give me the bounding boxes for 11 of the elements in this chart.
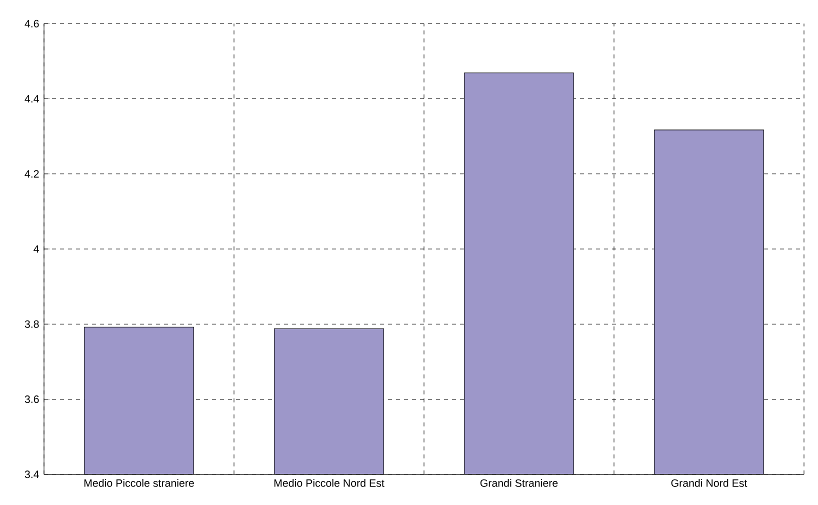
x-tick-label: Grandi Nord Est xyxy=(671,479,748,487)
y-tick-label: 4 xyxy=(34,245,39,253)
x-tick-label: Grandi Straniere xyxy=(480,479,558,487)
y-tick-label: 3.8 xyxy=(24,320,39,328)
x-tick-label: Medio Piccole straniere xyxy=(84,479,194,487)
y-tick-label: 3.6 xyxy=(24,395,39,403)
y-tick-label: 4.2 xyxy=(24,170,39,178)
y-tick-label: 4.4 xyxy=(24,95,39,102)
y-tick-label: 4.6 xyxy=(24,20,39,28)
y-tick-label: 3.4 xyxy=(24,470,39,478)
x-tick-label: Medio Piccole Nord Est xyxy=(274,479,384,487)
